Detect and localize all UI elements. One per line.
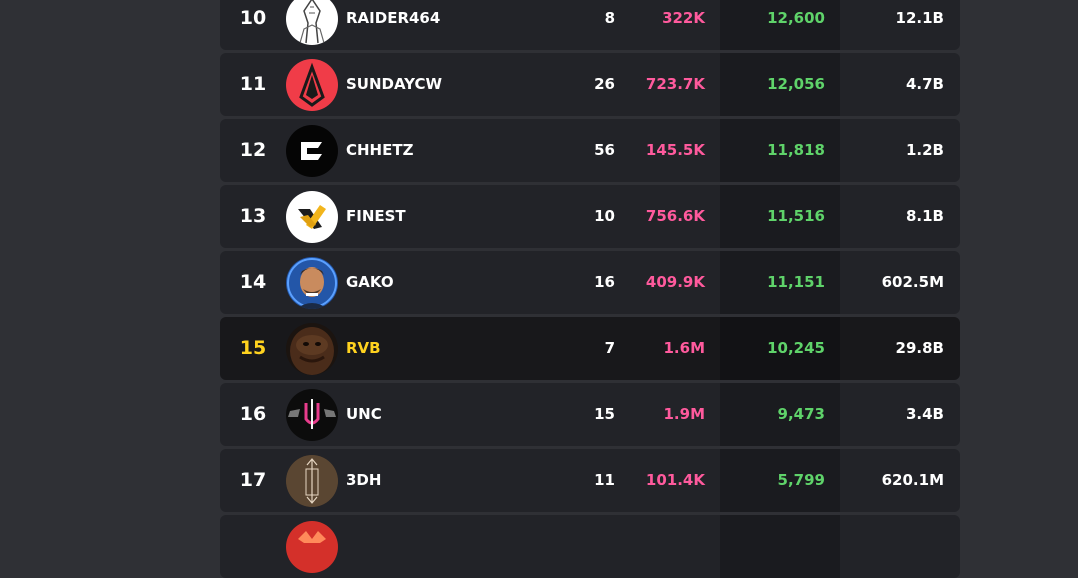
red-avatar-icon [286, 521, 338, 573]
sundaycw-logo-icon [286, 59, 338, 111]
column-shade [720, 515, 840, 578]
player-name[interactable]: UNC [346, 405, 382, 423]
stat-b: 101.4K [645, 471, 705, 489]
raider-avatar-icon [286, 0, 338, 45]
column-shade [720, 449, 840, 512]
stat-d: 4.7B [905, 75, 944, 93]
player-name[interactable]: GAKO [346, 273, 394, 291]
finest-logo-icon [286, 191, 338, 243]
column-shade [720, 185, 840, 248]
leaderboard-row[interactable]: 10 RAIDER464 8 322K 12,600 12.1B [220, 0, 960, 50]
chhetz-logo-icon [286, 125, 338, 177]
gako-avatar-icon [286, 257, 338, 309]
stat-c: 11,516 [767, 207, 825, 225]
stat-d: 29.8B [895, 339, 944, 357]
stat-a: 10 [594, 207, 615, 225]
player-name[interactable]: RVB [346, 339, 381, 357]
stat-a: 56 [594, 141, 615, 159]
rank-number: 11 [239, 73, 267, 95]
rvb-avatar-icon [286, 323, 338, 375]
leaderboard: 10 RAIDER464 8 322K 12,600 12.1B 11 SUND… [220, 0, 960, 578]
leaderboard-row[interactable]: 11 SUNDAYCW 26 723.7K 12,056 4.7B [220, 53, 960, 116]
stat-b: 1.6M [663, 339, 706, 357]
stat-a: 8 [604, 9, 615, 27]
stat-d: 3.4B [905, 405, 944, 423]
stat-d: 8.1B [905, 207, 944, 225]
rank-number: 10 [239, 7, 267, 29]
stat-a: 15 [594, 405, 615, 423]
stat-a: 26 [594, 75, 615, 93]
leaderboard-row[interactable]: 17 3DH 11 101.4K 5,799 620.1M [220, 449, 960, 512]
stat-c: 9,473 [777, 405, 825, 423]
player-name[interactable]: SUNDAYCW [346, 75, 443, 93]
stat-b: 756.6K [645, 207, 705, 225]
stat-a: 16 [594, 273, 615, 291]
stat-c: 10,245 [767, 339, 825, 357]
stat-c: 11,818 [767, 141, 825, 159]
rank-number: 16 [239, 403, 267, 425]
stat-d: 1.2B [905, 141, 944, 159]
stat-b: 723.7K [645, 75, 705, 93]
leaderboard-row-partial[interactable] [220, 515, 960, 578]
leaderboard-row[interactable]: 14 GAKO 16 409.9K 11,151 602.5M [220, 251, 960, 314]
leaderboard-row-highlighted[interactable]: 15 RVB 7 1.6M 10,245 29.8B [220, 317, 960, 380]
player-name[interactable]: 3DH [346, 471, 382, 489]
stat-b: 322K [662, 9, 705, 27]
column-shade [720, 119, 840, 182]
player-name[interactable]: FINEST [346, 207, 406, 225]
stat-b: 1.9M [663, 405, 706, 423]
stat-c: 5,799 [777, 471, 825, 489]
stat-d: 620.1M [881, 471, 944, 489]
stat-a: 7 [604, 339, 615, 357]
stat-d: 12.1B [895, 9, 944, 27]
player-name[interactable]: CHHETZ [346, 141, 414, 159]
stat-d: 602.5M [881, 273, 944, 291]
rank-number: 12 [239, 139, 267, 161]
leaderboard-row[interactable]: 12 CHHETZ 56 145.5K 11,818 1.2B [220, 119, 960, 182]
stat-b: 145.5K [645, 141, 705, 159]
stat-c: 11,151 [767, 273, 825, 291]
column-shade [720, 0, 840, 50]
stat-b: 409.9K [645, 273, 705, 291]
leaderboard-row[interactable]: 13 FINEST 10 756.6K 11,516 8.1B [220, 185, 960, 248]
player-name[interactable]: RAIDER464 [346, 9, 441, 27]
stat-a: 11 [594, 471, 615, 489]
unc-logo-icon [286, 389, 338, 441]
rank-number: 14 [239, 271, 267, 293]
column-shade [720, 383, 840, 446]
leaderboard-row[interactable]: 16 UNC 15 1.9M 9,473 3.4B [220, 383, 960, 446]
rank-number: 13 [239, 205, 267, 227]
3dh-logo-icon [286, 455, 338, 507]
rank-number: 17 [239, 469, 267, 491]
column-shade [720, 251, 840, 314]
column-shade [720, 317, 840, 380]
rank-number: 15 [239, 337, 267, 359]
stat-c: 12,600 [767, 9, 825, 27]
stat-c: 12,056 [767, 75, 825, 93]
column-shade [720, 53, 840, 116]
